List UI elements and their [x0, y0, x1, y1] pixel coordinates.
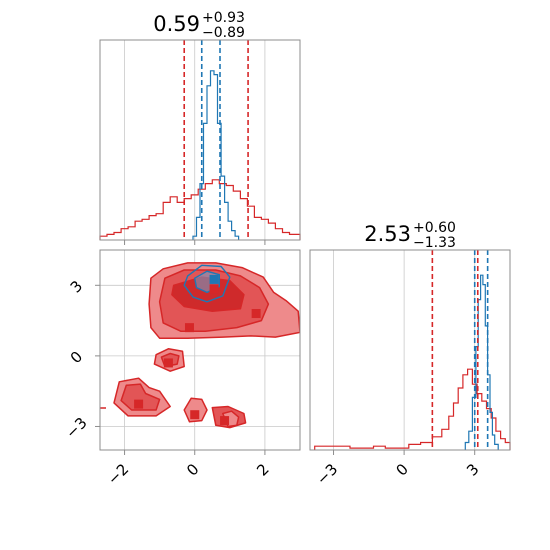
red-histogram-step: [99, 179, 301, 240]
contour-layer: [100, 262, 300, 429]
x-tick-label: 3: [463, 460, 482, 479]
axes-frame: [99, 39, 301, 241]
red-contour-level: [183, 397, 208, 423]
title-x-minus: −0.89: [202, 25, 245, 41]
blue-histogram-step: [192, 70, 240, 240]
title-y-marginal: 2.53 +0.60 −1.33: [364, 220, 456, 251]
blue-histogram-step: [464, 274, 499, 450]
red-marker: [220, 416, 230, 426]
red-marker: [134, 399, 144, 409]
y-tick-label: 3: [67, 277, 86, 296]
red-marker: [190, 410, 200, 420]
x-tick-label: −2: [104, 460, 132, 488]
red-marker: [251, 309, 261, 319]
y-tick-label: 0: [67, 348, 86, 367]
red-marker: [184, 323, 194, 333]
red-marker: [209, 284, 219, 294]
title-y-value: 2.53: [364, 222, 411, 246]
x-tick-label: 0: [183, 460, 202, 479]
y-tick-label: −3: [62, 414, 90, 442]
x-tick-label: 2: [253, 460, 272, 479]
x-marginal-histogram: [99, 39, 301, 245]
title-y-minus: −1.33: [413, 235, 456, 251]
title-x-marginal: 0.59 +0.93 −0.89: [153, 10, 245, 41]
y-marginal-histogram: −3 0 3: [309, 249, 511, 488]
joint-contour-panel: −2 0 2 −3 0 3: [62, 249, 301, 488]
title-y-plus: +0.60: [413, 220, 456, 236]
axes-frame: [309, 249, 511, 451]
x-tick-label: −3: [313, 460, 341, 488]
axes-frame: [99, 249, 301, 451]
blue-contour-level: [183, 264, 231, 303]
red-contour-level: [120, 383, 161, 411]
title-x-value: 0.59: [153, 12, 200, 36]
title-x-plus: +0.93: [202, 10, 245, 26]
red-histogram-step: [314, 368, 511, 450]
red-marker: [163, 358, 173, 368]
x-tick-label: 0: [392, 460, 411, 479]
blue-marker: [209, 274, 219, 284]
